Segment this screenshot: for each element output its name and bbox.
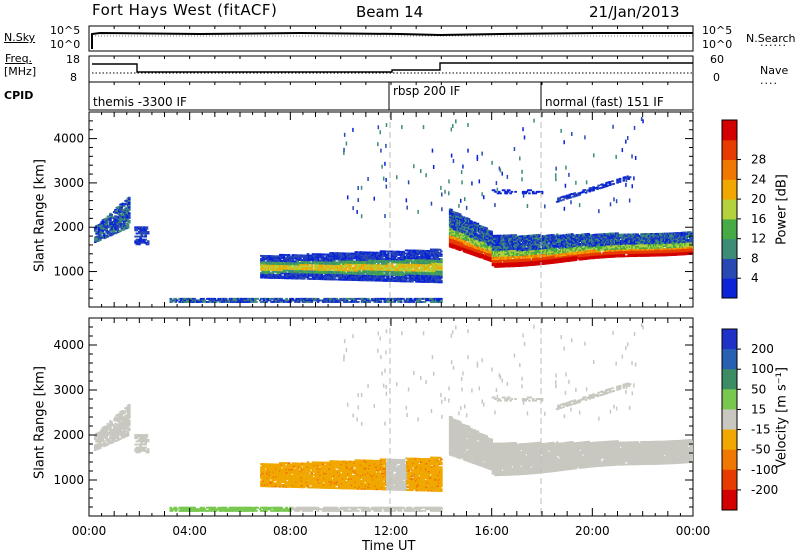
colorbar-tick-label: 4 [751,271,759,285]
power-ylabel: Slant Range [km] [32,159,48,272]
colorbar-swatch [722,409,737,431]
colorbar-tick-label: 16 [751,212,766,226]
nsearch-tick-bottom-right: 10^0 [702,38,733,51]
colorbar-swatch [722,278,737,299]
x-tick-label: 12:00 [374,524,409,538]
colorbar-swatch [722,258,737,279]
colorbar-tick-label: 200 [751,342,774,356]
colorbar-swatch [722,218,737,240]
colorbar-swatch [722,489,737,511]
y-tick-label: 1000 [53,473,84,487]
axis-ticks [88,26,694,516]
nsky-label: N.Sky [4,31,36,44]
xaxis-title: Time UT [362,539,416,554]
colorbar-swatch [722,369,737,390]
y-tick-label: 4000 [53,132,84,146]
cpid-segment-normal: normal (fast) 151 IF [545,95,664,109]
colorbar-tick-label: 15 [751,402,766,416]
freq-panel [88,55,694,83]
colorbar-swatch [722,199,737,220]
axis-labels: 1000 2000 3000 4000 1000 2000 3000 4000 00:00 04:… [53,132,710,538]
cpid-guides [389,112,542,516]
colorbar-swatch [722,139,737,161]
freq-trace [92,62,693,73]
x-tick-label: 08:00 [273,524,308,538]
colorbar-swatch [722,429,737,451]
y-tick-label: 2000 [53,428,84,442]
colorbar-swatch [722,179,737,200]
nsearch-label: N.Search [746,32,796,45]
colorbar-tick-label: -15 [751,423,771,437]
colorbar-tick-label: 100 [751,362,774,376]
freq-unit: [MHz] [4,65,37,78]
colorbar-tick-label: -200 [751,483,778,497]
nsearch-tick-top-right: 10^5 [702,24,733,37]
nsky-tick-bottom-left: 10^0 [50,38,81,51]
freq-tick-bottom: 8 [70,71,77,84]
y-tick-label: 2000 [53,220,84,234]
colorbar-tick-label: 12 [751,232,766,246]
x-tick-label: 16:00 [474,524,509,538]
x-tick-label: 04:00 [172,524,207,538]
cpid-segment-rbsp: rbsp 200 IF [393,84,461,98]
nsky-tick-top-left: 10^5 [50,24,81,37]
colorbar-tick-label: 50 [751,382,766,396]
colorbar-swatch [722,120,737,141]
power-marks [94,116,693,303]
cpid-segment-themis: themis -3300 IF [93,95,187,109]
y-tick-label: 3000 [53,176,84,190]
colorbar-swatch [722,469,737,491]
colorbar-swatch [722,238,737,259]
power-colorbar: 4 8 12 16 20 24 28 [721,119,766,299]
colorbar-swatch [722,329,737,350]
nave-tick-bottom: 0 [713,71,720,84]
nave-label: Nave [760,64,789,77]
colorbar-tick-label: 20 [751,192,766,206]
velocity-marks [94,323,693,512]
colorbar-tick-label: 8 [751,251,759,265]
colorbar-swatch [722,159,737,180]
colorbar-tick-label: -100 [751,463,778,477]
velocity-colorbar: 200 100 50 15 -15 -50 -100 -200 [721,328,778,511]
x-tick-label: 00:00 [676,524,711,538]
colorbar-tick-label: 24 [751,172,766,186]
colorbar-tick-label: 28 [751,153,766,167]
x-tick-label: 20:00 [575,524,610,538]
nsearch-legend: ...... [760,36,787,49]
cpid-label: CPID [4,89,34,102]
power-colorbar-label: Power [dB] [774,174,790,245]
freq-label: Freq. [5,52,33,65]
colorbar-tick-label: -50 [751,443,771,457]
y-tick-label: 1000 [53,265,84,279]
station-title: Fort Hays West (fitACF) [92,1,278,19]
colorbar-swatch [722,389,737,410]
velocity-ylabel: Slant Range [km] [32,366,48,479]
colorbar-swatch [722,349,737,370]
nsky-panel [88,25,694,52]
velocity-colorbar-label: Velocity [m s⁻¹] [774,367,790,468]
x-tick-label: 00:00 [72,524,107,538]
date-title: 21/Jan/2013 [589,3,680,21]
beam-title: Beam 14 [356,3,424,21]
colorbar-swatch [722,449,737,471]
nsky-trace [91,31,693,49]
y-tick-label: 3000 [53,383,84,397]
y-tick-label: 4000 [53,338,84,352]
freq-tick-top: 18 [66,53,80,66]
nave-legend: .... [760,74,778,87]
nave-tick-top: 60 [710,53,724,66]
